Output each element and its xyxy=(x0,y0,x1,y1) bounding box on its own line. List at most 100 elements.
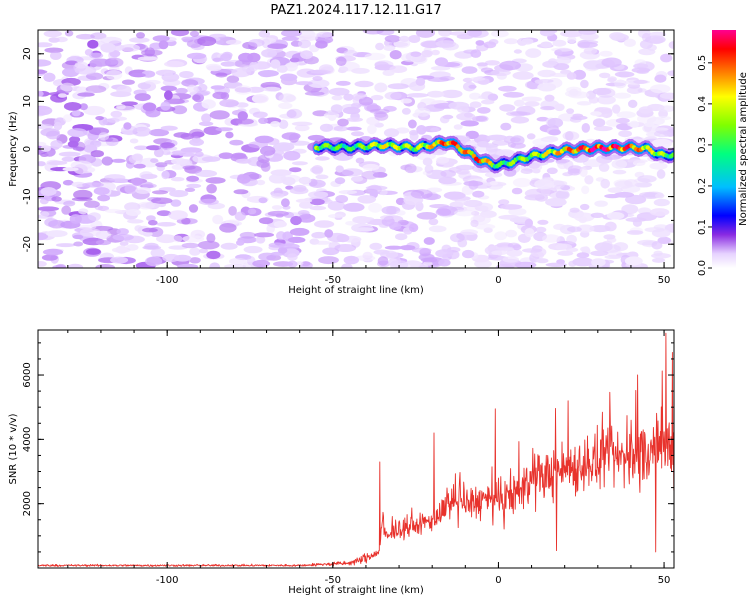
noise-blob xyxy=(439,76,455,81)
noise-blob xyxy=(120,44,140,52)
noise-blob xyxy=(435,208,452,217)
noise-blob xyxy=(152,35,170,42)
noise-blob xyxy=(450,233,465,243)
noise-blob xyxy=(38,42,53,48)
noise-blob xyxy=(369,108,390,114)
noise-blob xyxy=(460,229,479,236)
noise-blob xyxy=(343,255,359,265)
noise-blob xyxy=(169,190,189,198)
noise-blob xyxy=(522,248,543,253)
noise-blob xyxy=(268,173,287,184)
noise-blob xyxy=(313,240,332,245)
noise-blob xyxy=(71,109,81,117)
spec-ytick-label: -10 xyxy=(22,188,33,204)
noise-blob xyxy=(470,49,482,58)
noise-blob xyxy=(435,249,454,258)
noise-blob xyxy=(631,67,651,73)
noise-blob xyxy=(112,233,134,241)
noise-blob xyxy=(314,220,335,228)
noise-blob xyxy=(651,138,673,149)
noise-blob xyxy=(614,180,633,189)
noise-blob xyxy=(580,203,590,211)
noise-blob xyxy=(90,32,107,40)
noise-blob xyxy=(173,132,190,138)
noise-blob xyxy=(160,142,175,149)
noise-blob xyxy=(225,39,242,45)
noise-blob xyxy=(588,96,600,104)
noise-blob xyxy=(626,230,644,235)
noise-blob xyxy=(161,170,170,180)
noise-blob xyxy=(170,30,190,37)
noise-blob xyxy=(524,101,540,107)
spec-ytick-label: 0 xyxy=(22,146,33,152)
noise-blob xyxy=(67,140,79,148)
noise-blob xyxy=(552,39,567,47)
noise-blob xyxy=(500,122,512,131)
noise-blob xyxy=(395,127,410,134)
noise-blob xyxy=(316,31,333,38)
noise-blob xyxy=(142,183,157,189)
noise-blob xyxy=(481,99,495,105)
noise-blob xyxy=(137,56,159,61)
noise-blob xyxy=(576,224,595,233)
noise-blob xyxy=(623,38,637,47)
noise-blob xyxy=(532,138,553,147)
noise-blob xyxy=(414,107,431,117)
noise-blob xyxy=(651,241,663,250)
noise-blob xyxy=(73,189,93,200)
noise-blob xyxy=(212,214,224,225)
noise-blob xyxy=(308,191,329,199)
noise-blob xyxy=(351,131,364,137)
noise-blob xyxy=(262,86,281,92)
noise-blob xyxy=(258,30,270,38)
noise-blob xyxy=(289,57,300,63)
noise-blob xyxy=(63,200,76,207)
noise-blob xyxy=(476,62,488,67)
noise-blob xyxy=(503,38,519,45)
noise-blob xyxy=(164,90,173,101)
noise-blob xyxy=(654,193,665,199)
noise-blob xyxy=(612,104,621,114)
noise-blob xyxy=(422,157,433,166)
noise-blob xyxy=(178,152,197,157)
noise-blob xyxy=(137,82,151,90)
noise-blob xyxy=(604,221,617,232)
colorbar-tick-label: 0.3 xyxy=(697,137,708,153)
noise-blob xyxy=(290,215,302,226)
noise-blob xyxy=(596,95,616,105)
noise-blob xyxy=(63,102,82,111)
snr-ytick-label: 2000 xyxy=(22,491,33,516)
noise-blob xyxy=(581,185,590,195)
noise-blob xyxy=(411,247,432,253)
noise-blob xyxy=(38,90,44,97)
noise-blob xyxy=(267,210,289,217)
noise-blob xyxy=(83,105,106,116)
noise-blob xyxy=(534,79,543,84)
noise-blob xyxy=(121,101,138,106)
noise-blob xyxy=(62,114,73,123)
noise-blob xyxy=(309,198,325,206)
noise-blob xyxy=(611,159,628,169)
noise-blob xyxy=(644,122,655,128)
noise-blob xyxy=(186,183,202,189)
noise-blob xyxy=(592,118,606,128)
noise-blob xyxy=(119,241,129,247)
spec-xtick-label: 50 xyxy=(658,275,671,286)
noise-blob xyxy=(396,210,406,216)
noise-blob xyxy=(256,179,266,186)
noise-blob xyxy=(554,49,563,56)
noise-blob xyxy=(55,36,68,43)
noise-blob xyxy=(121,79,135,85)
noise-blob xyxy=(505,229,517,238)
noise-blob xyxy=(248,173,262,180)
noise-blob xyxy=(477,141,489,148)
noise-blob xyxy=(603,234,616,240)
noise-blob xyxy=(389,50,402,60)
noise-blob xyxy=(449,195,471,202)
noise-blob xyxy=(258,117,269,125)
noise-blob xyxy=(382,70,395,76)
noise-blob xyxy=(156,210,172,217)
noise-blob xyxy=(60,82,75,92)
noise-blob xyxy=(463,180,484,187)
noise-blob xyxy=(406,93,429,98)
